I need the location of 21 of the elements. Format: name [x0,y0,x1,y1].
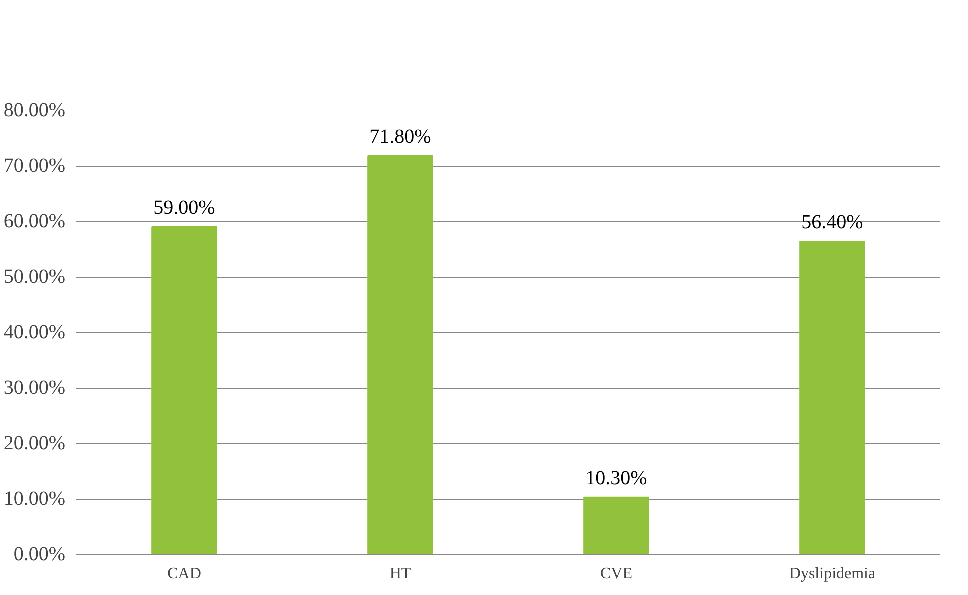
x-tick-label: CVE [600,566,632,582]
x-tick-label: CAD [168,566,202,582]
y-tick-label: 70.00% [4,155,66,177]
bar [368,156,434,554]
y-tick-label: 80.00% [4,100,66,122]
data-label: 59.00% [154,197,216,220]
bar [800,240,866,554]
x-tick-label: Dyslipidemia [789,566,876,582]
y-tick-label: 50.00% [4,266,66,288]
data-label: 71.80% [370,126,432,148]
y-tick-label: 10.00% [4,488,66,510]
y-tick-label: 20.00% [4,432,66,454]
data-label: 56.40% [802,211,864,234]
y-tick-label: 60.00% [4,210,66,232]
bar [152,226,218,554]
data-label: 10.30% [586,467,648,490]
bar [584,496,650,554]
y-tick-label: 30.00% [4,377,66,399]
y-tick-label: 40.00% [4,322,66,344]
y-tick-label: 0.00% [14,544,66,566]
x-tick-label: HT [390,566,412,582]
